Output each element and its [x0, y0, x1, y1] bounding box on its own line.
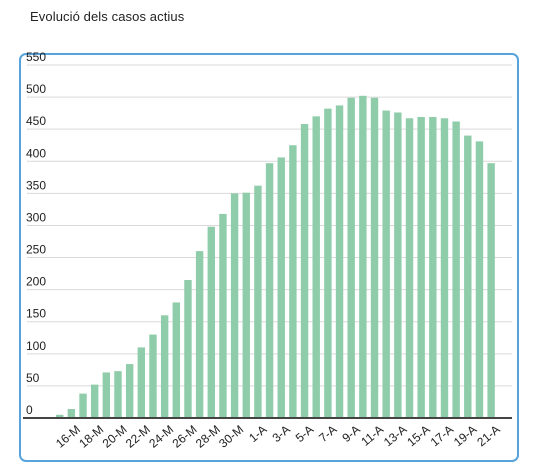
x-tick-label: 7-A — [316, 422, 339, 445]
bar — [335, 105, 344, 419]
y-tick-label: 300 — [26, 210, 46, 224]
bar — [359, 95, 367, 418]
bar — [347, 97, 355, 418]
bar — [324, 108, 332, 418]
y-tick-label: 150 — [26, 307, 46, 321]
bar — [487, 163, 495, 418]
bar — [125, 364, 134, 418]
bar — [312, 116, 320, 418]
x-axis-tick-labels: 16-M18-M20-M22-M24-M26-M28-M30-M 1-A 3-A 5-… — [53, 422, 503, 450]
y-tick-label: 50 — [26, 371, 40, 385]
bar — [440, 118, 449, 419]
bars-layer — [56, 95, 495, 419]
x-tick-label: 13-A — [381, 422, 409, 449]
bar — [475, 141, 484, 419]
x-tick-label: 30-M — [216, 422, 246, 450]
bar — [370, 97, 379, 418]
x-tick-label: 19-A — [451, 422, 479, 449]
x-tick-label: 24-M — [146, 422, 176, 450]
x-tick-label: 17-A — [428, 422, 456, 449]
x-tick-label: 22-M — [123, 422, 153, 450]
y-tick-label: 350 — [26, 178, 46, 192]
bar — [79, 393, 87, 418]
bar — [452, 121, 460, 418]
bar — [289, 145, 297, 418]
bar — [67, 409, 76, 418]
bar — [405, 118, 414, 419]
y-tick-label: 400 — [26, 146, 46, 160]
bar — [242, 192, 250, 418]
y-tick-label: 450 — [26, 114, 46, 128]
y-tick-label: 550 — [26, 50, 46, 64]
x-tick-label: 18-M — [76, 422, 106, 450]
bar — [137, 347, 146, 418]
bar — [149, 334, 157, 418]
bar — [160, 315, 169, 418]
bar — [102, 372, 111, 418]
y-tick-label: 100 — [26, 339, 46, 353]
bar — [114, 371, 122, 418]
bar — [382, 110, 390, 418]
y-tick-label: 0 — [26, 403, 33, 417]
bar — [429, 116, 437, 418]
bar — [300, 124, 309, 418]
x-tick-label: 9-A — [339, 422, 362, 445]
x-tick-label: 16-M — [53, 422, 83, 450]
bar — [172, 302, 180, 418]
y-tick-label: 500 — [26, 82, 46, 96]
bar — [277, 157, 285, 418]
bar — [195, 251, 204, 418]
x-tick-label: 1-A — [246, 422, 269, 445]
bar — [464, 135, 472, 418]
y-axis-tick-labels: 0 50 100 150 200 250 300 350 400 450 500 550 — [26, 50, 46, 417]
y-tick-label: 200 — [26, 275, 46, 289]
x-tick-label: 5-A — [293, 422, 316, 445]
bar — [207, 226, 215, 418]
x-tick-label: 28-M — [193, 422, 223, 450]
bar — [230, 193, 239, 418]
x-tick-label: 11-A — [358, 422, 386, 448]
x-tick-label: 15-A — [404, 422, 432, 449]
x-tick-label: 20-M — [100, 422, 130, 450]
bar — [219, 213, 227, 418]
x-tick-label: 26-M — [170, 422, 200, 450]
x-tick-label: 3-A — [270, 422, 293, 445]
bar — [394, 112, 402, 419]
bar — [90, 384, 99, 418]
page-title: Evolució dels casos actius — [30, 9, 185, 24]
x-tick-label: 21-A — [474, 422, 502, 449]
y-tick-label: 250 — [26, 243, 46, 257]
bar — [184, 280, 192, 418]
bar — [254, 185, 262, 418]
bar — [56, 414, 64, 418]
bar — [417, 116, 425, 418]
bar — [265, 163, 274, 418]
